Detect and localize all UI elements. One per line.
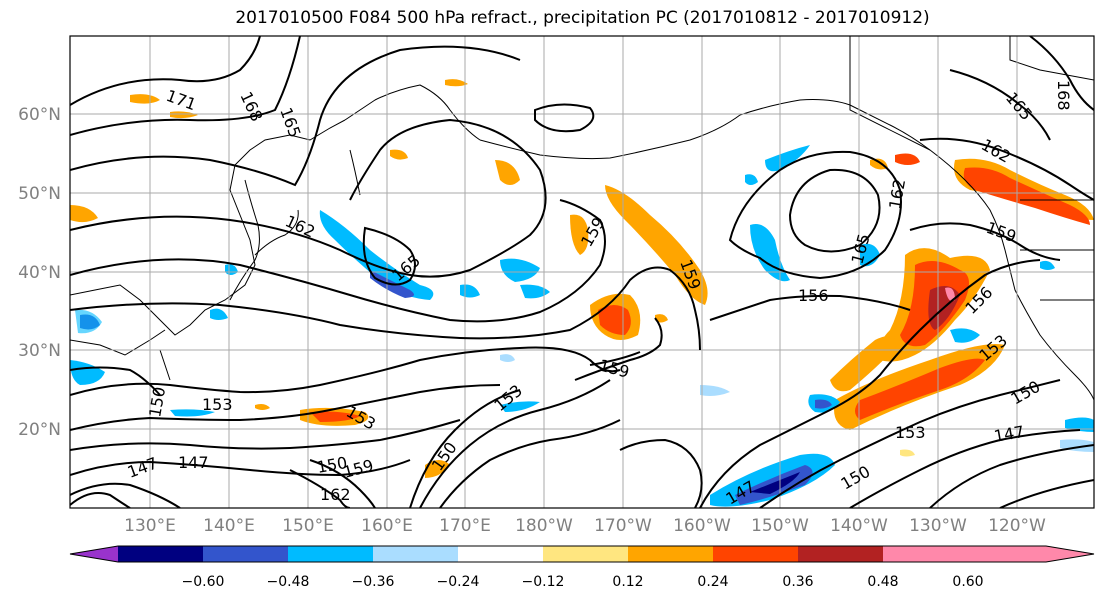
lat-label: 20°N [18, 420, 61, 440]
lon-label: 160°W [673, 516, 731, 536]
colorbar-segment [373, 546, 458, 562]
lon-label: 150°E [282, 516, 334, 536]
longitude-labels: 130°E 140°E 150°E 160°E 170°E 180°W 170°… [124, 516, 1046, 536]
colorbar-tick-label: 0.24 [697, 574, 728, 590]
colorbar: −0.60 −0.48 −0.36 −0.24 −0.12 0.12 0.24 … [69, 545, 1095, 590]
contour-label: 147 [178, 453, 209, 472]
colorbar-tick-label: −0.12 [522, 574, 565, 590]
colorbar-tick-label: 0.60 [952, 574, 983, 590]
colorbar-segment [713, 546, 798, 562]
colorbar-tick-label: −0.48 [267, 574, 310, 590]
colorbar-tick-label: 0.48 [867, 574, 898, 590]
colorbar-tick-label: −0.36 [352, 574, 395, 590]
lat-label: 50°N [18, 184, 61, 204]
colorbar-tick-label: 0.36 [782, 574, 813, 590]
lon-label: 140°E [203, 516, 255, 536]
lat-label: 30°N [18, 341, 61, 361]
colorbar-segment [203, 546, 288, 562]
colorbar-left-arrow [70, 546, 118, 562]
contour-label: 156 [798, 286, 829, 305]
lon-label: 120°W [988, 516, 1046, 536]
map-frame [69, 35, 1095, 509]
colorbar-tick-label: −0.60 [182, 574, 225, 590]
lon-label: 170°E [439, 516, 491, 536]
lon-label: 150°W [751, 516, 809, 536]
lon-label: 140°W [830, 516, 888, 536]
contour-label: 153 [202, 395, 233, 414]
page-title: 2017010500 F084 500 hPa refract., precip… [235, 8, 930, 28]
colorbar-tick-label: 0.12 [612, 574, 643, 590]
lon-label: 130°E [124, 516, 176, 536]
colorbar-tick-label: −0.24 [437, 574, 480, 590]
graticule [70, 36, 1094, 508]
lon-label: 180°W [515, 516, 573, 536]
colorbar-segment [798, 546, 883, 562]
lon-label: 160°E [361, 516, 413, 536]
colorbar-segment [458, 546, 543, 562]
colorbar-segment [288, 546, 373, 562]
lon-label: 130°W [909, 516, 967, 536]
lat-label: 60°N [18, 105, 61, 125]
precipitation-shading [70, 79, 1094, 507]
lat-label: 40°N [18, 263, 61, 283]
contour-label: 168 [1054, 80, 1073, 111]
latitude-labels: 60°N 50°N 40°N 30°N 20°N [18, 105, 61, 440]
colorbar-segment [628, 546, 713, 562]
colorbar-segment [543, 546, 628, 562]
colorbar-segment [118, 546, 203, 562]
lon-label: 170°W [594, 516, 652, 536]
contour-label: 162 [320, 485, 351, 504]
refractivity-contours [70, 36, 1094, 508]
colorbar-right-arrow [883, 546, 1094, 562]
contour-label: 153 [895, 423, 926, 442]
coastlines [70, 36, 1094, 401]
